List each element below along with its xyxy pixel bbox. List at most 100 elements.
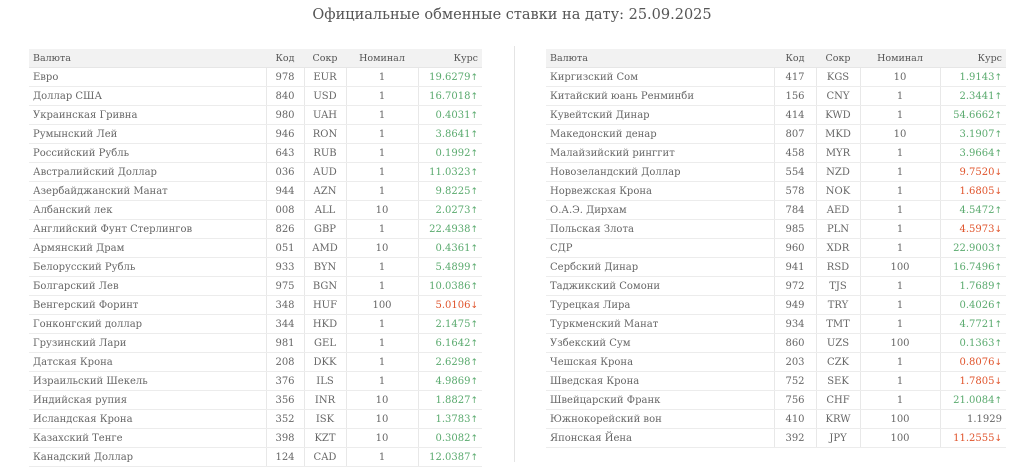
currency-rate: 11.0323↑ (417, 162, 482, 182)
currency-name: Исландская Крона (29, 409, 266, 429)
header-rate: Курс (418, 49, 482, 68)
currency-code: 860 (773, 333, 816, 353)
currency-nominal: 100 (345, 295, 418, 315)
currency-code: 398 (265, 428, 304, 448)
currency-abbr: HUF (303, 295, 346, 315)
arrow-up-icon: ↑ (470, 72, 478, 83)
currency-rate: 2.3441↑ (939, 86, 1006, 106)
currency-nominal: 100 (859, 428, 940, 448)
currency-code: 417 (773, 67, 816, 87)
table-row: Исландская Крона 352 ISK 10 1.3783↑ (29, 409, 482, 429)
currency-nominal: 1 (859, 314, 940, 334)
table-row: Туркменский Манат 934 TMT 1 4.7721↑ (546, 314, 1006, 334)
rate-value: 11.2555 (953, 432, 995, 444)
table-row: Доллар США 840 USD 1 16.7018↑ (29, 86, 482, 106)
currency-rate: 9.7520↓ (939, 162, 1006, 182)
currency-name: Японская Йена (546, 428, 774, 448)
header-currency: Валюта (29, 49, 266, 68)
currency-code: 410 (773, 409, 816, 429)
currency-rate: 10.0386↑ (417, 276, 482, 296)
currency-name: Украинская Гривна (29, 105, 266, 125)
currency-rate: 1.7689↑ (939, 276, 1006, 296)
table-row: Китайский юань Ренминби 156 CNY 1 2.3441↑ (546, 86, 1006, 106)
header-code: Код (774, 49, 816, 68)
currency-code: 980 (265, 105, 304, 125)
currency-name: Южнокорейский вон (546, 409, 774, 429)
currency-code: 981 (265, 333, 304, 353)
currency-name: Доллар США (29, 86, 266, 106)
currency-code: 978 (265, 67, 304, 87)
currency-rate: 0.8076↓ (939, 352, 1006, 372)
currency-nominal: 1 (859, 276, 940, 296)
arrow-up-icon: ↑ (470, 224, 478, 235)
currency-abbr: UAH (303, 105, 346, 125)
currency-rate: 3.9664↑ (939, 143, 1006, 163)
arrow-up-icon: ↑ (994, 129, 1002, 140)
currency-rate: 1.1929 (939, 409, 1006, 429)
currency-name: Российский Рубль (29, 143, 266, 163)
currency-nominal: 1 (859, 390, 940, 410)
currency-nominal: 1 (859, 295, 940, 315)
currency-abbr: XDR (815, 238, 860, 258)
arrow-up-icon: ↑ (470, 205, 478, 216)
currency-rate: 1.6805↓ (939, 181, 1006, 201)
rate-value: 1.9143 (959, 71, 995, 83)
currency-code: 643 (265, 143, 304, 163)
rate-value: 1.1929 (967, 413, 1002, 425)
arrow-up-icon: ↑ (470, 262, 478, 273)
table-row: Южнокорейский вон 410 KRW 100 1.1929 (546, 409, 1006, 429)
currency-abbr: RUB (303, 143, 346, 163)
currency-name: Венгерский Форинт (29, 295, 266, 315)
header-abbr: Сокр (304, 49, 346, 68)
table-row: Казахский Тенге 398 KZT 10 0.3082↑ (29, 428, 482, 448)
rates-table-right: Валюта Код Сокр Номинал Курс Киргизский … (546, 49, 1006, 448)
currency-code: 051 (265, 238, 304, 258)
header-rate: Курс (940, 49, 1006, 68)
rate-value: 22.9003 (953, 242, 995, 254)
currency-rate: 2.6298↑ (417, 352, 482, 372)
currency-rate: 22.9003↑ (939, 238, 1006, 258)
currency-rate: 22.4938↑ (417, 219, 482, 239)
currency-nominal: 100 (859, 409, 940, 429)
rate-value: 1.6805 (959, 185, 995, 197)
rate-value: 4.5973 (959, 223, 995, 235)
rate-value: 16.7496 (953, 261, 995, 273)
currency-name: Чешская Крона (546, 352, 774, 372)
table-row: Японская Йена 392 JPY 100 11.2555↓ (546, 428, 1006, 448)
table-row: Польская Злота 985 PLN 1 4.5973↓ (546, 219, 1006, 239)
currency-code: 756 (773, 390, 816, 410)
rate-value: 3.1907 (959, 128, 995, 140)
currency-code: 554 (773, 162, 816, 182)
rate-value: 0.1363 (959, 337, 995, 349)
table-header-row: Валюта Код Сокр Номинал Курс (546, 49, 1006, 68)
currency-rate: 0.3082↑ (417, 428, 482, 448)
currency-name: Польская Злота (546, 219, 774, 239)
table-row: Венгерский Форинт 348 HUF 100 5.0106↓ (29, 295, 482, 315)
currency-name: Албанский лек (29, 200, 266, 220)
currency-abbr: RON (303, 124, 346, 144)
currency-name: Туркменский Манат (546, 314, 774, 334)
currency-code: 376 (265, 371, 304, 391)
rate-value: 54.6662 (953, 109, 995, 121)
rate-value: 9.8225 (435, 185, 471, 197)
currency-rate: 1.3783↑ (417, 409, 482, 429)
currency-rate: 3.1907↑ (939, 124, 1006, 144)
currency-rate: 11.2555↓ (939, 428, 1006, 448)
currency-code: 784 (773, 200, 816, 220)
rate-value: 0.4031 (435, 109, 471, 121)
currency-abbr: ALL (303, 200, 346, 220)
currency-abbr: NZD (815, 162, 860, 182)
currency-nominal: 1 (859, 105, 940, 125)
arrow-up-icon: ↑ (994, 300, 1002, 311)
table-row: Норвежская Крона 578 NOK 1 1.6805↓ (546, 181, 1006, 201)
currency-abbr: MKD (815, 124, 860, 144)
currency-abbr: EUR (303, 67, 346, 87)
arrow-down-icon: ↓ (994, 186, 1002, 197)
rate-value: 3.8641 (435, 128, 471, 140)
arrow-up-icon: ↑ (470, 452, 478, 463)
currency-code: 348 (265, 295, 304, 315)
currency-code: 946 (265, 124, 304, 144)
rate-value: 0.4361 (435, 242, 471, 254)
arrow-up-icon: ↑ (470, 414, 478, 425)
arrow-up-icon: ↑ (994, 281, 1002, 292)
